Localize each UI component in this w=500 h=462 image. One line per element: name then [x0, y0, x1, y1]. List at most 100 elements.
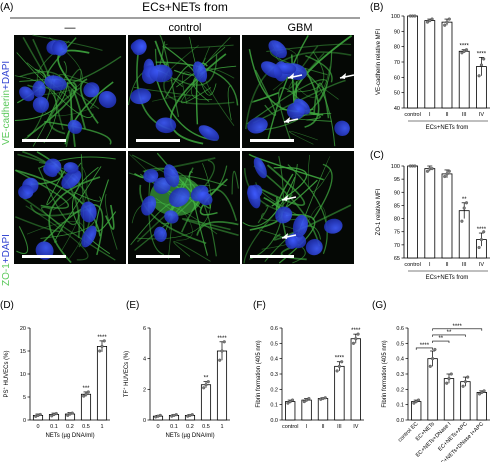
category-label: control	[282, 424, 299, 430]
data-point	[477, 392, 482, 396]
junction-strand	[255, 182, 301, 218]
junction-strand	[26, 221, 85, 260]
bracket-label: **	[438, 336, 443, 342]
junction-strand	[72, 166, 111, 255]
dapi-nucleus	[247, 185, 261, 209]
category-label: 0.1	[50, 424, 58, 430]
junction-strand	[152, 95, 191, 102]
dapi-nucleus	[143, 169, 159, 183]
junction-strand	[61, 166, 88, 251]
dapi-nucleus	[44, 158, 62, 175]
junction-strand	[26, 81, 77, 138]
y-tick-label: 95	[394, 177, 400, 183]
dapi-nucleus	[98, 90, 117, 109]
zo1-stain-label: ZO-1	[1, 263, 12, 286]
dapi-nucleus	[19, 86, 35, 102]
y-tick-label: 0.1	[396, 403, 404, 409]
bar	[424, 20, 436, 109]
category-label: I	[306, 424, 308, 430]
junction-strand	[176, 46, 226, 88]
data-point	[102, 339, 106, 343]
y-axis-label: VE-cadherin relative MFI	[376, 29, 382, 95]
junction-strand	[288, 45, 325, 90]
data-point	[70, 411, 74, 415]
data-point	[354, 337, 358, 341]
data-point	[290, 398, 295, 402]
y-tick-label: 0.5	[396, 341, 404, 347]
junction-strand	[64, 81, 114, 145]
gap-arrow-icon	[339, 73, 355, 79]
significance-label: ****	[460, 44, 470, 50]
microscopy-title: ECs+NETs from	[142, 0, 228, 14]
y-tick-label: 0	[23, 418, 26, 424]
data-point	[461, 384, 465, 388]
micrograph-r2-c1	[14, 150, 126, 264]
bar	[424, 168, 436, 259]
junction-strand	[193, 65, 237, 102]
dapi-nucleus	[83, 82, 100, 98]
ve-cadherin-stain-label: VE-cadherin	[1, 90, 12, 145]
data-point	[430, 17, 434, 21]
micrograph-r1-c3	[242, 34, 354, 148]
bar	[334, 365, 345, 421]
panel-letter-e: (E)	[126, 300, 139, 311]
data-point	[447, 169, 451, 173]
data-point	[206, 380, 210, 384]
data-point	[443, 23, 447, 27]
junction-strand	[14, 75, 57, 144]
data-point	[340, 360, 344, 364]
category-label: 0.2	[66, 424, 74, 430]
data-point	[351, 341, 356, 345]
y-axis-label-rest: HUVECs (%)	[4, 350, 10, 387]
data-point	[460, 219, 464, 223]
significance-bracket	[415, 347, 433, 350]
dapi-nucleus	[67, 119, 83, 134]
arrow-head	[288, 73, 294, 79]
junction-strand	[105, 204, 115, 230]
junction-strand	[42, 204, 104, 256]
data-point	[479, 63, 483, 67]
panel-letter-g: (G)	[372, 300, 386, 311]
data-point	[482, 57, 486, 61]
gap-arrow-icon	[283, 117, 299, 123]
data-point	[305, 398, 309, 402]
data-point	[460, 51, 464, 55]
data-point	[462, 206, 466, 210]
y-tick-label: 10	[20, 372, 26, 378]
junction-strand	[15, 169, 102, 237]
dapi-nucleus	[192, 61, 208, 83]
significance-label: ****	[97, 335, 107, 341]
micrograph-r1-c2	[127, 34, 240, 148]
junction-strand	[57, 49, 90, 91]
bar	[427, 358, 438, 421]
y-tick-label: 90	[394, 29, 400, 35]
data-point	[86, 390, 90, 394]
junction-strand	[313, 82, 330, 119]
junction-strand	[287, 164, 328, 255]
scale-bar	[22, 255, 66, 258]
junction-strand	[248, 153, 324, 181]
data-point	[447, 17, 451, 21]
junction-strand	[249, 156, 284, 260]
y-tick-label: 0.4	[396, 357, 404, 363]
bar	[411, 401, 422, 421]
junction-strand	[251, 91, 279, 103]
x-axis-label: NETs (µg DNA/ml)	[165, 433, 214, 439]
panel-letter-f: (F)	[253, 300, 266, 311]
significance-label: **	[204, 376, 209, 382]
data-point	[222, 340, 226, 344]
y-tick-label: 70	[394, 243, 400, 249]
data-point	[220, 349, 224, 353]
y-axis-label: Fibrin formation (405 nm)	[256, 340, 262, 407]
significance-bracket	[432, 328, 483, 331]
bracket-label: ****	[453, 324, 463, 330]
data-point	[84, 392, 88, 396]
junction-strand	[15, 197, 64, 233]
scale-bar	[22, 139, 66, 142]
data-point	[174, 413, 178, 417]
dapi-nucleus	[305, 238, 323, 256]
data-point	[202, 386, 206, 390]
data-point	[323, 396, 327, 400]
chart-d: 0 5 10 15 20 PS+ HUVECs (%) 0 0.1 0.2 *** 0.5 **** 1…	[2, 326, 110, 439]
category-label: II	[445, 262, 449, 268]
